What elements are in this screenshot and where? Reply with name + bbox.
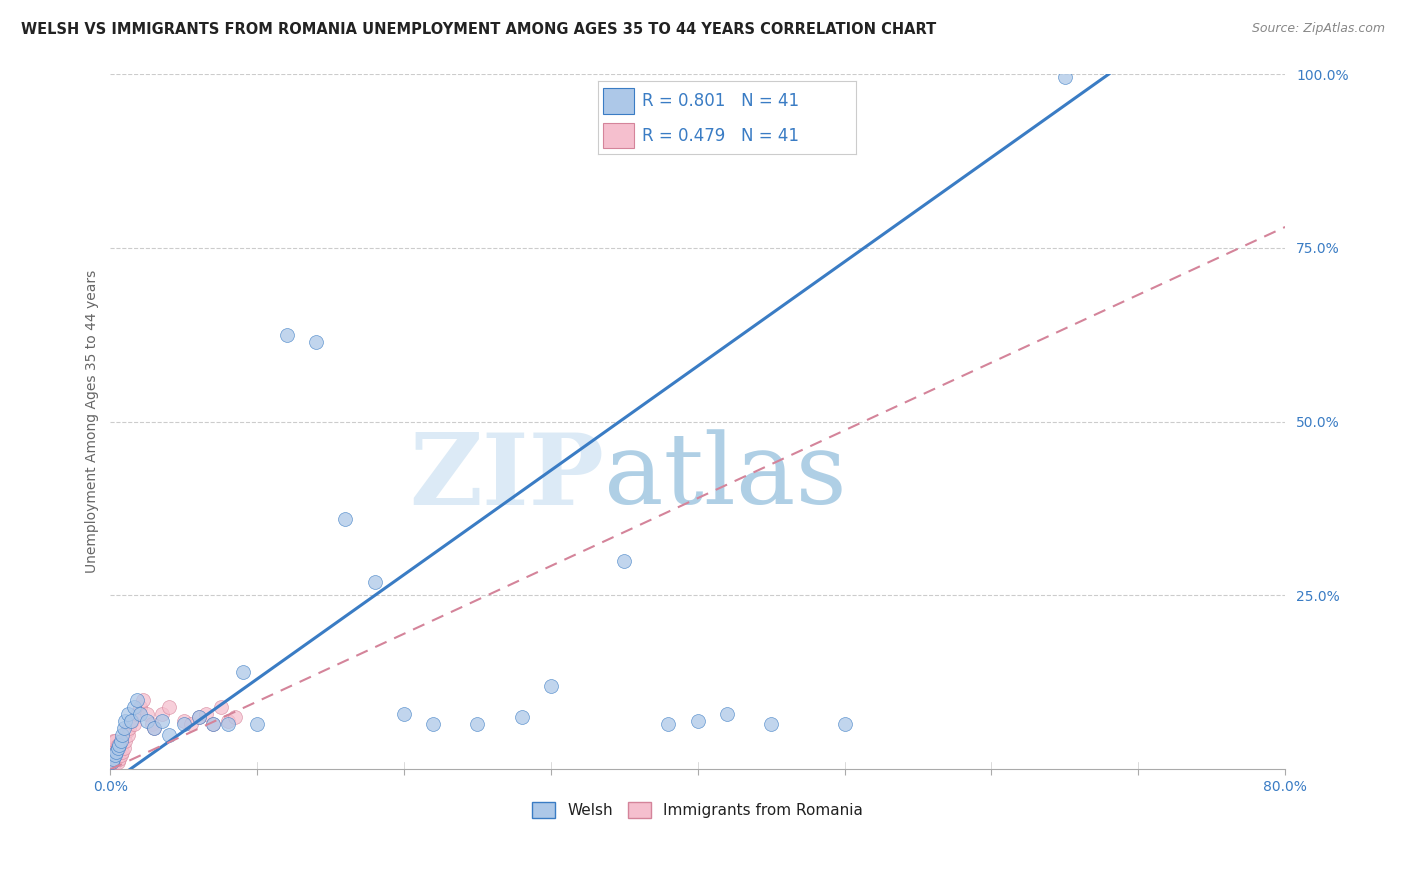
Point <box>114 714 136 728</box>
Point <box>1053 70 1076 85</box>
Point <box>335 512 357 526</box>
Point <box>103 745 125 759</box>
Point <box>686 714 709 728</box>
Point <box>467 717 489 731</box>
Point <box>180 717 202 731</box>
Point <box>103 752 125 766</box>
Point <box>759 717 782 731</box>
Point <box>108 752 131 766</box>
Point <box>209 699 232 714</box>
Point <box>246 717 269 731</box>
Point <box>107 756 129 770</box>
Point <box>392 706 415 721</box>
Point <box>187 710 209 724</box>
Point <box>540 679 562 693</box>
Point <box>104 748 127 763</box>
Text: atlas: atlas <box>603 429 846 525</box>
Point <box>150 714 173 728</box>
Point <box>110 734 132 748</box>
Point <box>108 738 131 752</box>
Point <box>202 717 225 731</box>
Point <box>422 717 444 731</box>
Point <box>103 734 125 748</box>
Point <box>143 721 166 735</box>
Text: Source: ZipAtlas.com: Source: ZipAtlas.com <box>1251 22 1385 36</box>
Point <box>104 741 127 756</box>
Text: WELSH VS IMMIGRANTS FROM ROMANIA UNEMPLOYMENT AMONG AGES 35 TO 44 YEARS CORRELAT: WELSH VS IMMIGRANTS FROM ROMANIA UNEMPLO… <box>21 22 936 37</box>
Point <box>114 734 136 748</box>
Point <box>122 717 145 731</box>
Point <box>128 699 150 714</box>
Point <box>105 745 128 759</box>
Text: ZIP: ZIP <box>409 429 603 525</box>
Point <box>716 706 738 721</box>
Point <box>173 714 195 728</box>
Point <box>217 717 239 731</box>
Point <box>111 727 134 741</box>
Point <box>187 710 209 724</box>
Point <box>305 334 328 349</box>
Point <box>111 745 134 759</box>
Point <box>157 727 180 741</box>
Point <box>104 734 127 748</box>
Point <box>122 699 145 714</box>
Point <box>107 741 129 756</box>
Point <box>110 748 132 763</box>
Point <box>101 748 124 763</box>
Point <box>117 727 139 741</box>
Point <box>173 717 195 731</box>
Point <box>157 699 180 714</box>
Point <box>141 717 163 731</box>
Point <box>143 721 166 735</box>
Point <box>136 706 159 721</box>
Point <box>121 714 143 728</box>
Point <box>103 752 125 766</box>
Point <box>132 693 155 707</box>
Point <box>112 721 135 735</box>
Point <box>194 706 217 721</box>
Point <box>613 554 636 568</box>
Point <box>136 714 159 728</box>
Point <box>217 714 239 728</box>
Point <box>118 721 141 735</box>
Point <box>115 724 138 739</box>
Point <box>128 706 150 721</box>
Point <box>101 741 124 756</box>
Point <box>105 752 128 766</box>
Point <box>101 756 124 770</box>
Point <box>232 665 254 679</box>
Point <box>364 574 387 589</box>
Point <box>105 745 128 759</box>
Point <box>657 717 679 731</box>
Point <box>120 714 142 728</box>
Point <box>104 756 127 770</box>
Point <box>107 738 129 752</box>
Point <box>125 706 148 721</box>
Point <box>112 741 135 756</box>
Y-axis label: Unemployment Among Ages 35 to 44 years: Unemployment Among Ages 35 to 44 years <box>86 270 100 574</box>
Point <box>276 327 298 342</box>
Point <box>224 710 246 724</box>
Point <box>104 748 127 763</box>
Point <box>101 756 124 770</box>
Point <box>834 717 856 731</box>
Legend: Welsh, Immigrants from Romania: Welsh, Immigrants from Romania <box>526 796 869 824</box>
Point <box>108 745 131 759</box>
Point <box>150 706 173 721</box>
Point <box>202 717 225 731</box>
Point <box>125 693 148 707</box>
Point <box>510 710 533 724</box>
Point <box>117 706 139 721</box>
